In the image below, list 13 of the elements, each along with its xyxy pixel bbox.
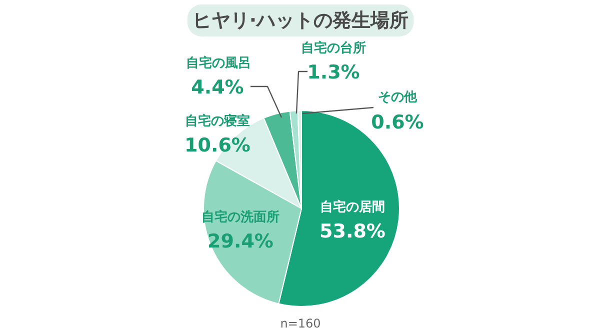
slice-label: 自宅の寝室 [185, 113, 250, 129]
chart-title: ヒヤリ·ハットの発生場所 [192, 10, 409, 32]
data-label: 29.4% [208, 230, 274, 252]
data-label: 10.6% [184, 134, 250, 156]
data-label: 4.4% [191, 76, 244, 98]
slice-label: その他 [378, 90, 418, 105]
text: n=160 [280, 316, 321, 330]
slice-label: 自宅の居間 [320, 199, 385, 215]
data-label: 0.6% [371, 112, 424, 134]
data-label: 53.8% [320, 220, 386, 242]
slice-label: 自宅の風呂 [186, 55, 251, 71]
data-label: 1.3% [307, 62, 360, 84]
slice-label: 自宅の台所 [301, 40, 366, 56]
